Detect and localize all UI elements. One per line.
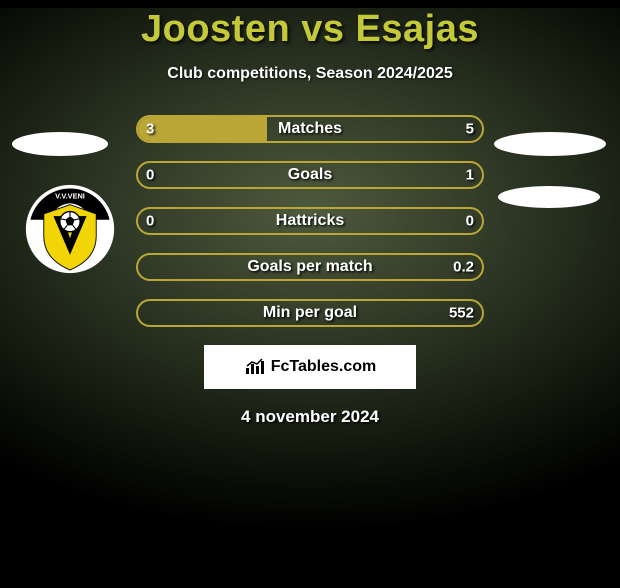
stat-label: Min per goal <box>263 304 357 322</box>
stat-right-value: 552 <box>449 305 474 322</box>
stat-label: Goals <box>288 166 332 184</box>
stat-label: Hattricks <box>276 212 344 230</box>
fctables-badge: FcTables.com <box>204 345 416 389</box>
fctables-label: FcTables.com <box>271 358 377 376</box>
stat-label: Goals per match <box>247 258 372 276</box>
stat-left-value: 0 <box>146 213 154 230</box>
stat-right-value: 1 <box>466 167 474 184</box>
stat-right-value: 5 <box>466 121 474 138</box>
stat-left-value: 0 <box>146 167 154 184</box>
stat-row: 0 Goals 1 <box>136 161 484 189</box>
stat-label: Matches <box>278 120 342 138</box>
date-label: 4 november 2024 <box>0 407 620 427</box>
subtitle: Club competitions, Season 2024/2025 <box>0 65 620 83</box>
page-title: Joosten vs Esajas <box>0 8 620 51</box>
stat-row: Goals per match 0.2 <box>136 253 484 281</box>
stat-row: 3 Matches 5 <box>136 115 484 143</box>
stat-left-value: 3 <box>146 121 154 138</box>
bar-chart-icon <box>244 358 266 376</box>
stat-row: 0 Hattricks 0 <box>136 207 484 235</box>
stat-right-value: 0 <box>466 213 474 230</box>
stat-row: Min per goal 552 <box>136 299 484 327</box>
stat-right-value: 0.2 <box>453 259 474 276</box>
stat-bars: 3 Matches 5 0 Goals 1 0 Hattricks 0 Goals per mat… <box>0 115 620 327</box>
